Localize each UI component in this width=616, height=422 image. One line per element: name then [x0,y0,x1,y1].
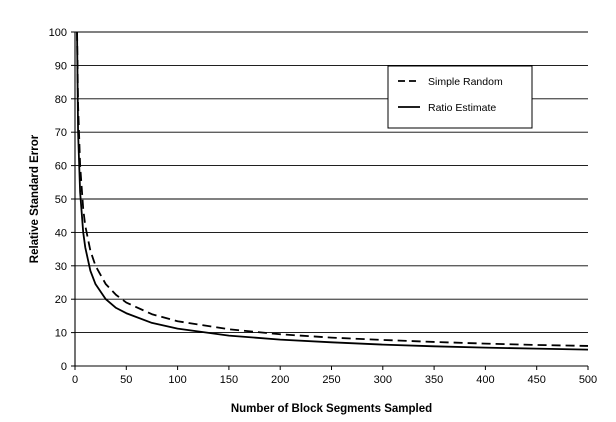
x-tick-label: 150 [220,374,238,386]
legend-label: Ratio Estimate [428,102,496,114]
y-tick-label: 100 [49,27,67,39]
x-tick-label: 500 [579,374,597,386]
series-line-simple-random [76,31,589,347]
legend-box [387,65,533,129]
y-tick-label: 30 [55,261,67,273]
y-axis-label: Relative Standard Error [29,134,41,263]
y-tick-label: 20 [55,294,67,306]
x-tick-label: 350 [425,374,443,386]
x-tick-label: 400 [476,374,494,386]
series-lines [76,31,589,351]
y-tick-label: 90 [55,60,67,72]
y-tick-label: 80 [55,94,67,106]
y-tick-label: 60 [55,161,67,173]
y-tick-labels: 0 10 20 30 40 50 60 70 80 90 100 [49,27,67,373]
x-axis-label: Number of Block Segments Sampled [231,403,432,415]
x-tick-label: 100 [168,374,186,386]
x-tick-label: 50 [120,374,132,386]
y-tick-label: 10 [55,328,67,340]
x-tick-label: 450 [528,374,546,386]
legend: Simple Random Ratio Estimate [387,65,533,129]
series-line-ratio-estimate [76,31,589,351]
y-tick-label: 70 [55,127,67,139]
x-tick-label: 0 [72,374,78,386]
y-tick-label: 40 [55,227,67,239]
x-tick-label: 200 [271,374,289,386]
axes [71,31,589,370]
legend-label: Simple Random [428,76,503,88]
x-tick-label: 250 [322,374,340,386]
x-tick-label: 300 [374,374,392,386]
y-tick-label: 0 [61,361,67,373]
x-tick-labels: 0 50 100 150 200 250 300 350 400 450 500 [72,374,597,386]
grid-lines [75,31,588,367]
y-tick-label: 50 [55,194,67,206]
